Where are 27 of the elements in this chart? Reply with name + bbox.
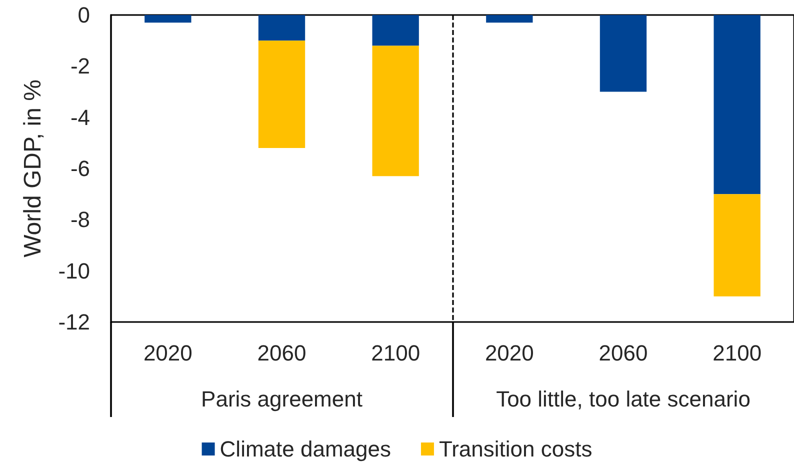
bar (372, 15, 419, 46)
x-tick-label: 2100 (371, 340, 420, 366)
text: Too little, too late scenario (496, 386, 750, 412)
x-tick-label: 2060 (598, 340, 648, 366)
x-tick-label: 2020 (143, 340, 192, 366)
bar (144, 15, 192, 23)
bar (372, 46, 419, 176)
y-tick-label: -8 (70, 207, 90, 232)
bar (258, 15, 306, 41)
y-axis-title: World GDP, in % (20, 80, 46, 258)
legend-label: Transition costs (438, 436, 592, 462)
y-tick-label: -4 (70, 104, 90, 130)
y-tick-label: -2 (70, 54, 90, 79)
bar (600, 15, 647, 92)
y-tick-label: -12 (58, 310, 90, 334)
legend-label: Climate damages (220, 436, 391, 462)
x-tick-label: 2100 (712, 340, 762, 366)
bar (714, 15, 760, 194)
y-tick-label: -6 (70, 156, 90, 181)
x-tick-label: 2060 (257, 340, 306, 366)
x-tick-label: 2020 (484, 340, 534, 366)
bar (258, 40, 306, 148)
y-tick-label: -10 (58, 258, 90, 284)
bar (486, 15, 533, 23)
bar (714, 194, 760, 296)
text: Paris agreement (201, 386, 362, 412)
y-tick-label: 0 (78, 2, 90, 28)
